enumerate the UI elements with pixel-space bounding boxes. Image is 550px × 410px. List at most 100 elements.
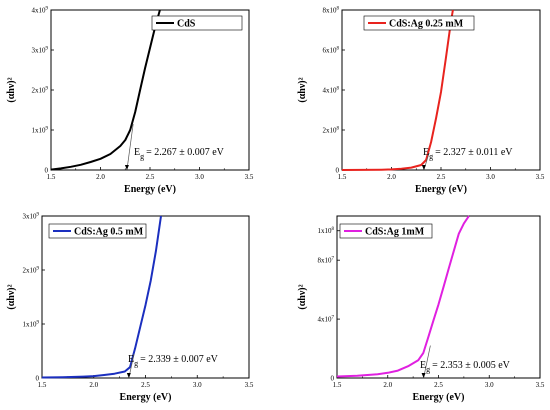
y-tick-label: 4x107 bbox=[318, 316, 335, 324]
panel-2: 1.5 2.0 2.5 3.0 3.502x1084x1086x1088x108Ener… bbox=[297, 7, 545, 196]
fit-line bbox=[423, 345, 431, 379]
y-tick-label: 2x108 bbox=[323, 127, 340, 135]
x-tick-label: 2.5 bbox=[141, 381, 150, 389]
legend-box bbox=[151, 15, 243, 31]
y-tick-label: 2x109 bbox=[32, 87, 49, 95]
arrow-head bbox=[421, 165, 426, 170]
y-tick-label: 0 bbox=[331, 375, 335, 383]
legend-box bbox=[363, 15, 475, 31]
y-tick-exponent: 9 bbox=[37, 213, 40, 218]
y-axis-label: (αhν)² bbox=[297, 77, 308, 102]
annotation-value: = 2.339 ± 0.007 eV bbox=[140, 354, 219, 365]
y-tick-exponent: 9 bbox=[46, 7, 49, 12]
y-tick-exponent: 7 bbox=[332, 316, 335, 321]
legend-box bbox=[339, 223, 433, 239]
annotation-value: = 2.353 ± 0.005 eV bbox=[432, 360, 511, 371]
y-tick-base: 3x10 bbox=[23, 213, 38, 221]
series-line bbox=[41, 215, 162, 379]
x-tick-label: 1.5 bbox=[38, 381, 47, 389]
x-tick-label: 3.0 bbox=[485, 381, 494, 389]
annotation-symbol: E bbox=[423, 147, 429, 158]
x-tick-label: 3.0 bbox=[486, 173, 495, 181]
plot-frame bbox=[336, 215, 541, 379]
y-tick-label: 4x109 bbox=[32, 7, 49, 15]
y-tick-base: 3x10 bbox=[32, 47, 47, 55]
x-axis-label: Energy (eV) bbox=[120, 392, 172, 403]
y-tick-exponent: 8 bbox=[337, 7, 340, 12]
x-tick-label: 2.0 bbox=[89, 381, 98, 389]
y-tick-label: 1x109 bbox=[32, 127, 49, 135]
y-tick-base: 2x10 bbox=[23, 267, 38, 275]
x-tick-label: 2.5 bbox=[434, 381, 443, 389]
arrow-head bbox=[124, 165, 129, 170]
series-line bbox=[336, 215, 470, 378]
y-tick-exponent: 8 bbox=[332, 227, 335, 232]
legend-box bbox=[48, 223, 147, 239]
y-tick-base: 0 bbox=[45, 167, 49, 175]
y-tick-base: 8x10 bbox=[323, 7, 338, 15]
y-tick-exponent: 9 bbox=[46, 47, 49, 52]
y-tick-exponent: 9 bbox=[37, 321, 40, 326]
x-axis-label: Energy (eV) bbox=[413, 392, 465, 403]
x-tick-label: 1.5 bbox=[338, 173, 347, 181]
y-tick-label: 8x108 bbox=[323, 7, 340, 15]
x-tick-label: 2.5 bbox=[146, 173, 155, 181]
x-tick-label: 2.5 bbox=[437, 173, 446, 181]
x-tick-label: 3.5 bbox=[536, 173, 545, 181]
x-tick-label: 3.5 bbox=[536, 381, 545, 389]
arrow-head bbox=[126, 373, 131, 378]
y-tick-base: 1x10 bbox=[23, 321, 38, 329]
y-tick-label: 0 bbox=[36, 375, 40, 383]
y-tick-base: 0 bbox=[36, 375, 40, 383]
y-tick-label: 8x107 bbox=[318, 257, 335, 265]
legend-label: CdS:Ag 0.25 mM bbox=[389, 19, 464, 30]
y-axis-label: (αhν)² bbox=[6, 284, 17, 309]
band-gap-annotation: Eg = 2.267 ± 0.007 eV bbox=[134, 147, 225, 161]
annotation-value: = 2.327 ± 0.011 eV bbox=[435, 147, 513, 158]
y-tick-base: 6x10 bbox=[323, 47, 338, 55]
x-tick-label: 3.5 bbox=[245, 173, 254, 181]
y-tick-base: 4x10 bbox=[32, 7, 47, 15]
series-line bbox=[341, 9, 454, 171]
x-tick-label: 2.0 bbox=[96, 173, 105, 181]
y-tick-label: 1x109 bbox=[23, 321, 40, 329]
y-tick-exponent: 9 bbox=[46, 87, 49, 92]
x-tick-label: 3.0 bbox=[195, 173, 204, 181]
y-tick-label: 6x108 bbox=[323, 47, 340, 55]
annotation-subscript: g bbox=[134, 359, 138, 368]
band-gap-annotation: Eg = 2.339 ± 0.007 eV bbox=[128, 354, 219, 368]
y-tick-base: 2x10 bbox=[323, 127, 338, 135]
y-tick-exponent: 8 bbox=[337, 47, 340, 52]
y-tick-label: 1x108 bbox=[318, 227, 335, 235]
legend-label: CdS bbox=[177, 19, 196, 30]
legend-label: CdS:Ag 1mM bbox=[365, 227, 425, 238]
y-tick-exponent: 8 bbox=[337, 87, 340, 92]
x-axis-label: Energy (eV) bbox=[124, 184, 176, 195]
annotation-subscript: g bbox=[426, 365, 430, 374]
y-tick-label: 3x109 bbox=[32, 47, 49, 55]
y-tick-label: 4x108 bbox=[323, 87, 340, 95]
fit-line bbox=[126, 123, 134, 171]
x-tick-label: 3.5 bbox=[245, 381, 254, 389]
annotation-value: = 2.267 ± 0.007 eV bbox=[146, 147, 225, 158]
annotation-subscript: g bbox=[140, 152, 144, 161]
y-tick-base: 0 bbox=[336, 167, 340, 175]
y-tick-base: 1x10 bbox=[32, 127, 47, 135]
y-tick-exponent: 9 bbox=[46, 127, 49, 132]
y-tick-base: 1x10 bbox=[318, 227, 333, 235]
band-gap-annotation: Eg = 2.327 ± 0.011 eV bbox=[423, 147, 513, 161]
y-tick-exponent: 7 bbox=[332, 257, 335, 262]
y-tick-label: 2x109 bbox=[23, 267, 40, 275]
legend-label: CdS:Ag 0.5 mM bbox=[74, 227, 144, 238]
y-tick-label: 0 bbox=[45, 167, 49, 175]
y-tick-base: 8x10 bbox=[318, 257, 333, 265]
x-tick-label: 3.0 bbox=[193, 381, 202, 389]
y-tick-label: 3x109 bbox=[23, 213, 40, 221]
annotation-symbol: E bbox=[134, 147, 140, 158]
y-tick-base: 4x10 bbox=[323, 87, 338, 95]
band-gap-annotation: Eg = 2.353 ± 0.005 eV bbox=[420, 360, 511, 374]
y-axis-label: (αhν)² bbox=[297, 284, 308, 309]
